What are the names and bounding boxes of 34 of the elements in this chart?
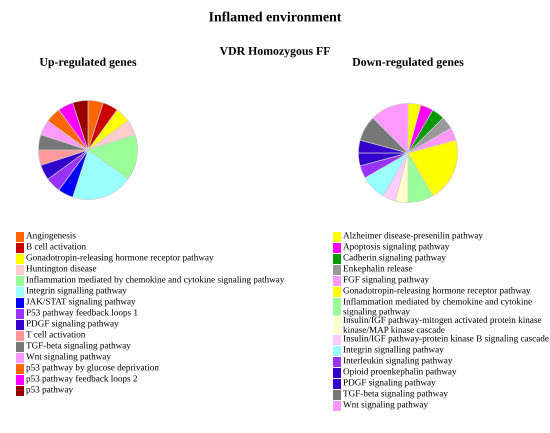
- legend-label: p53 pathway: [26, 386, 74, 394]
- text: VDR Homozygous FF: [220, 47, 330, 58]
- legend-label: Angiogenesis: [26, 232, 76, 240]
- legend-label: Inflammation mediated by chemokine and cytokine signaling pathway: [26, 276, 284, 284]
- legend-label: B cell activation: [26, 243, 86, 250]
- chart-title: Up-regulated genes: [40, 58, 136, 68]
- legend-label: Apoptosis signaling pathway: [343, 243, 450, 252]
- legend-label: Cadherin signaling pathway: [343, 254, 446, 262]
- legend-label: FGF signaling pathway: [343, 276, 430, 284]
- legend-label: PDGF signaling pathway: [343, 379, 436, 388]
- legend-label: Alzheimer disease-presenilin pathway: [343, 232, 483, 240]
- legend-label: P53 pathway feedback loops 1: [26, 309, 138, 318]
- legend-label: p53 pathway feedback loops 2: [26, 375, 137, 384]
- legend-label: Insulin/IGF pathway-protein kinase B signaling cascade: [343, 335, 549, 344]
- legend-label: Gonadotropin-releasing hormone receptor pathway: [26, 254, 214, 262]
- legend-label: TGF-beta signaling pathway: [26, 342, 131, 350]
- legend-label: Integrin signalling pathway: [26, 287, 127, 296]
- chart-title: Down-regulated genes: [352, 58, 464, 68]
- legend-label: Gonadotropin-releasing hormone receptor pathway: [343, 287, 531, 296]
- legend-label: Enkephalin release: [343, 265, 412, 274]
- legend-label: Huntington disease: [26, 265, 96, 274]
- legend-label: Wnt signaling pathway: [343, 401, 428, 410]
- text: Inflamed environment: [209, 12, 342, 22]
- legend-label: Inflammation mediated by chemokine and cytokine signaling pathway: [343, 298, 532, 316]
- legend-label: Interleukin signaling pathway: [343, 357, 452, 366]
- legend-label: Opioid proenkephalin pathway: [343, 368, 456, 376]
- legend-label: Insulin/IGF pathway-mitogen activated protein kinase kinase/MAP kinase cascade: [343, 316, 542, 333]
- legend-label: Wnt signaling pathway: [26, 353, 111, 362]
- legend-label: T cell activation: [26, 331, 86, 338]
- legend-label: PDGF signaling pathway: [26, 320, 119, 328]
- legend-label: TGF-beta signaling pathway: [343, 390, 448, 398]
- legend-label: Integrin signalling pathway: [343, 346, 444, 354]
- legend-label: JAK/STAT signaling pathway: [26, 298, 136, 306]
- legend-label: p53 pathway by glucose deprivation: [26, 364, 159, 372]
